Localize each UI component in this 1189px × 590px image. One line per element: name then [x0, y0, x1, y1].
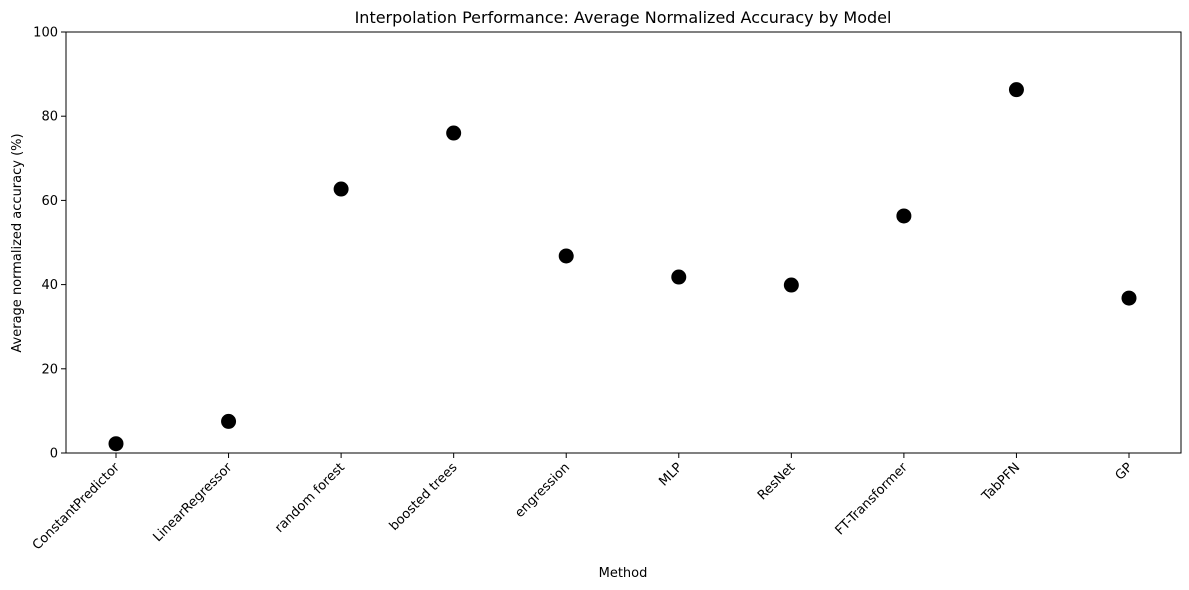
data-point	[221, 413, 237, 429]
data-point	[671, 269, 687, 285]
x-tick-label: random forest	[272, 460, 348, 536]
x-tick-label: boosted trees	[387, 460, 461, 534]
data-point	[1008, 82, 1024, 98]
y-axis: 0 20 40 60 80 100	[33, 26, 66, 462]
x-tick-label: ResNet	[755, 460, 798, 503]
x-axis-label: Method	[599, 566, 648, 581]
data-point	[446, 125, 462, 141]
y-tick-label: 60	[41, 194, 58, 209]
x-tick-label: GP	[1113, 460, 1136, 483]
chart-title: Interpolation Performance: Average Norma…	[355, 8, 892, 27]
x-tick-label: LinearRegressor	[151, 460, 236, 545]
y-tick-label: 80	[41, 110, 58, 125]
data-point	[108, 436, 124, 452]
y-tick-label: 0	[50, 447, 58, 462]
x-tick-label: ConstantPredictor	[30, 460, 123, 553]
data-point	[558, 248, 574, 264]
x-tick-label: TabPFN	[979, 460, 1024, 505]
y-tick-label: 100	[33, 26, 58, 41]
data-point	[896, 208, 912, 224]
data-point	[1121, 290, 1137, 306]
data-point	[783, 277, 799, 293]
plot-area-frame	[65, 31, 1182, 454]
y-axis-label: Average normalized accuracy (%)	[10, 133, 25, 352]
y-tick-label: 20	[41, 362, 58, 377]
data-points	[108, 82, 1137, 452]
data-point	[333, 181, 349, 197]
x-axis: ConstantPredictor LinearRegressor random f…	[30, 453, 1136, 553]
x-tick-label: FT-Transformer	[833, 460, 912, 539]
x-tick-label: MLP	[656, 460, 685, 489]
x-tick-label: engression	[512, 460, 573, 521]
y-tick-label: 40	[41, 278, 58, 293]
